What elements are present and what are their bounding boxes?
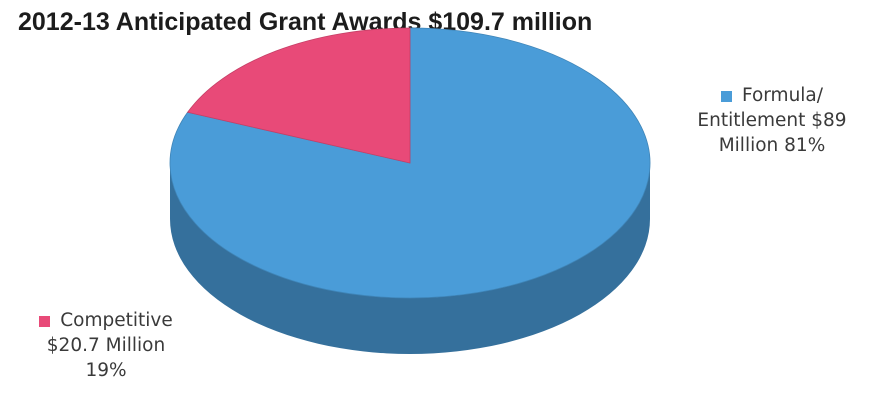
legend-label-competitive-line2: $20.7 Million	[46, 334, 166, 356]
legend-label-formula-line3: Million 81%	[718, 134, 826, 156]
pie-slice-formula	[169, 27, 651, 299]
chart-title: 2012-13 Anticipated Grant Awards $109.7 …	[18, 8, 593, 36]
legend-label-formula-line1: Formula/	[741, 85, 824, 106]
legend-label-competitive-line1: Competitive	[60, 310, 173, 331]
legend-swatch-formula	[720, 90, 732, 102]
legend-label-formula-line2: Entitlement $89	[697, 109, 847, 131]
legend-entry-competitive: Competitive $20.7 Million 19%	[0, 309, 212, 384]
legend-swatch-competitive	[39, 315, 51, 327]
legend-entry-formula: Formula/ Entitlement $89 Million 81%	[662, 84, 882, 159]
pie-side-formula	[170, 163, 650, 354]
pie-slice-competitive	[186, 27, 411, 164]
legend-label-competitive-line3: 19%	[85, 359, 127, 381]
